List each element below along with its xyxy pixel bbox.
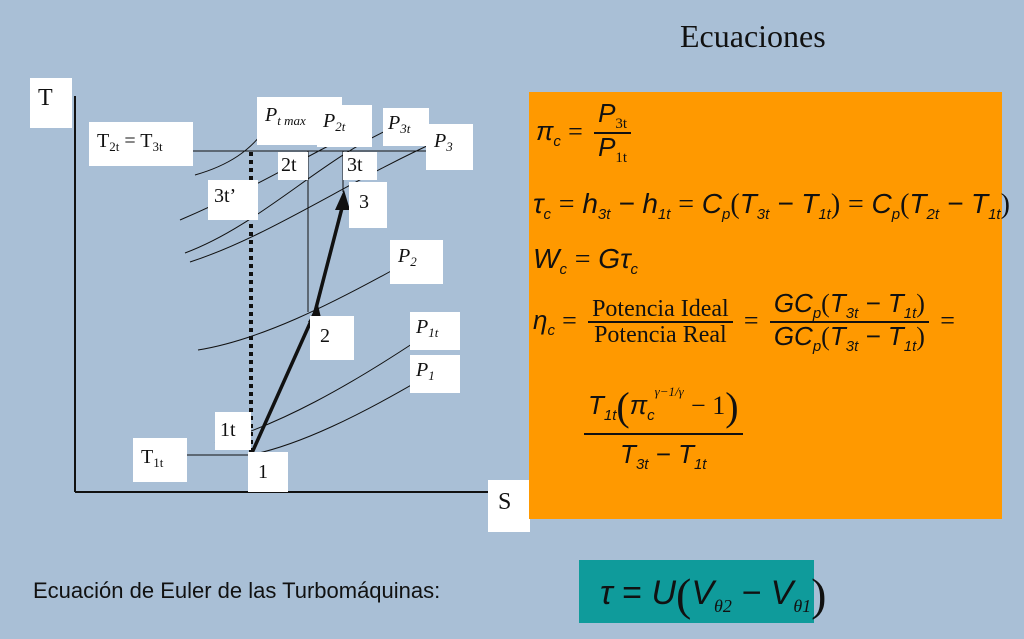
axis-label-t: T [30,78,72,128]
point-label-3t: 3t [343,152,377,180]
eq-eta-c-final: T1t(πcγ−1/γ − 1) T3t − T1t [580,385,747,472]
eq-w-c: Wc = Gτc [533,243,639,278]
label-p1: P1 [410,355,460,393]
eta-numerator: Potencia Ideal [592,296,729,322]
label-p2t: P2t [317,105,372,147]
process-arrow-1-2 [249,311,317,456]
label-p3t: P3t [383,108,429,146]
eq-tau-c: τc = h3t − h1t = Cp(T3t − T1t) = Cp(T2t … [533,188,1010,223]
label-p3: P3 [426,124,473,170]
point-label-2: 2 [310,316,354,360]
euler-equation: τ = U(Vθ2 − Vθ1) [600,569,827,620]
arrow-head [335,190,350,210]
point-label-2t: 2t [278,152,308,180]
isobar-p3 [189,139,441,263]
label-p2: P2 [390,240,443,284]
label-t2t-eq-t3t: T2t = T3t [89,122,193,166]
page-title: Ecuaciones [680,18,826,54]
eta-denominator: Potencia Real [594,322,727,348]
eq-eta-c: ηc = Potencia Ideal Potencia Real = GCp(… [533,288,955,355]
eq-pi-c: πc = P3t P1t [536,100,635,166]
point-label-3: 3 [349,182,387,228]
isobar-p1 [249,379,421,456]
isobar-3tprime [179,139,341,221]
isobar-p2 [197,264,403,351]
label-p1t: P1t [410,312,460,350]
point-label-3tprime: 3t’ [208,180,258,220]
process-arrow-2-3 [313,203,345,313]
point-label-1t: 1t [215,412,251,450]
euler-equation-box [579,560,814,623]
euler-label: Ecuación de Euler de las Turbomáquinas: [33,578,441,603]
equations-box [529,92,1002,519]
label-t1t: T1t [133,438,187,482]
axis-label-s: S [488,480,530,532]
point-label-1: 1 [248,452,288,492]
isobar-pmax [194,129,266,176]
